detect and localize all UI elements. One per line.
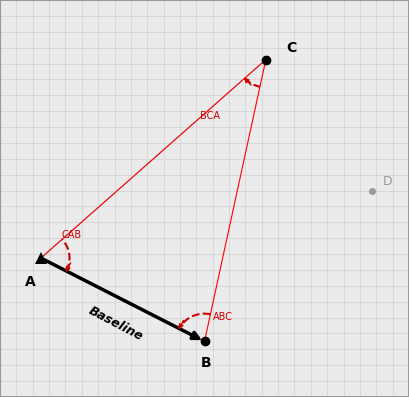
Text: CAB: CAB [61, 230, 81, 240]
Text: B: B [201, 356, 212, 370]
Text: Baseline: Baseline [86, 304, 145, 343]
Text: D: D [382, 175, 392, 188]
Text: A: A [25, 275, 36, 289]
Text: BCA: BCA [200, 111, 220, 121]
Text: C: C [286, 40, 297, 55]
Text: ABC: ABC [213, 312, 233, 322]
